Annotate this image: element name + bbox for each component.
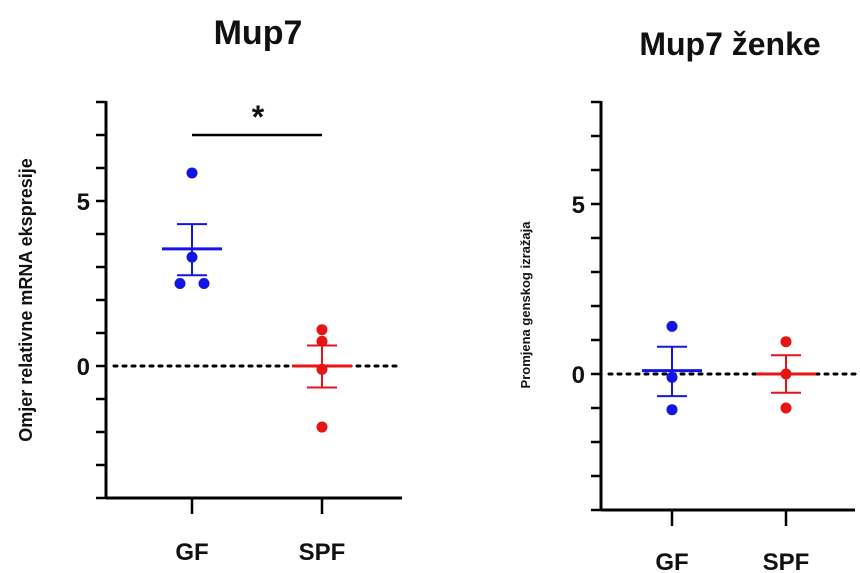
data-point [186,167,198,179]
x-tick-label-spf: SPF [763,549,810,573]
y-tick-label: 0 [572,362,585,389]
data-point [198,278,210,289]
x-tick-label-gf: GF [175,539,208,566]
data-point [174,278,186,289]
data-point [666,371,678,383]
y-tick-label: 5 [572,192,585,219]
data-point [780,402,792,414]
chart-panel-mup7: Mup7 Omjer relativne mRNA ekspresije GF … [16,14,404,566]
data-point [316,335,328,347]
chart-title: Mup7 [214,14,303,52]
significance-label: * [252,99,265,135]
chart-title: Mup7 ženke [639,26,820,62]
chart-panel-mup7-zenke: Mup7 ženke Promjena genskog izražaja GF … [518,26,857,573]
x-tick-label-gf: GF [655,549,688,573]
data-point [780,336,792,348]
data-point [666,320,678,332]
y-tick-label: 5 [77,189,90,216]
data-point [316,363,328,375]
data-point [316,324,328,336]
y-axis-label: Promjena genskog izražaja [518,221,533,389]
data-point [666,404,678,416]
y-axis-label: Omjer relativne mRNA ekspresije [16,158,36,441]
data-point [780,368,792,380]
y-tick-label: 0 [77,354,90,381]
data-point [186,251,198,263]
x-tick-label-spf: SPF [299,539,346,566]
data-point [316,421,328,433]
